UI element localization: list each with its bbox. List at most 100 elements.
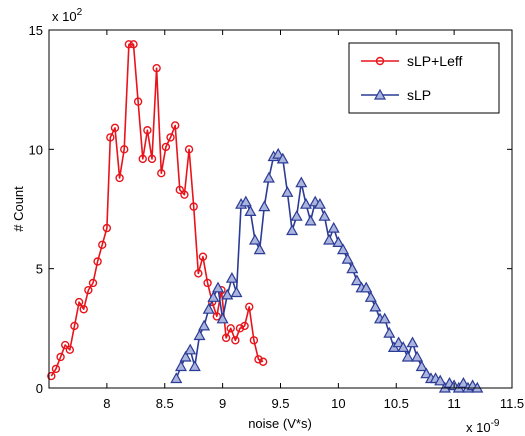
legend: sLP+Leff sLP xyxy=(348,42,500,114)
x-tick-label: 10 xyxy=(331,396,345,411)
y-tick-label: 15 xyxy=(29,23,43,38)
x-tick-label: 11 xyxy=(447,396,461,411)
data-point xyxy=(258,357,268,366)
x-scale-base: x 10 xyxy=(466,420,491,435)
data-point xyxy=(231,336,240,345)
y-scale-exponent: 2 xyxy=(77,7,83,18)
legend-box xyxy=(348,42,500,114)
data-point xyxy=(392,336,405,348)
data-point xyxy=(157,168,166,178)
series-sLP xyxy=(170,147,484,393)
data-point xyxy=(420,367,433,379)
data-point xyxy=(254,355,263,364)
data-point xyxy=(147,154,157,164)
data-point xyxy=(106,133,115,142)
y-scale-label: x 102 xyxy=(52,7,83,24)
data-point xyxy=(124,40,134,49)
data-point xyxy=(216,312,229,324)
data-point xyxy=(313,197,326,209)
legend-marker-sLP-Leff xyxy=(375,56,385,66)
x-tick-label: 9.5 xyxy=(271,396,289,411)
data-point xyxy=(70,321,79,331)
data-point xyxy=(202,302,215,314)
data-point xyxy=(397,341,410,352)
data-point xyxy=(262,171,275,183)
x-tick-label: 9 xyxy=(219,396,226,411)
data-point xyxy=(184,145,194,154)
data-point xyxy=(179,350,192,362)
data-point xyxy=(51,364,61,374)
data-point xyxy=(203,278,212,288)
data-point xyxy=(102,223,112,233)
data-point xyxy=(198,319,211,331)
data-point xyxy=(84,285,93,295)
data-point xyxy=(364,291,377,302)
data-point xyxy=(170,372,183,384)
data-point xyxy=(253,243,266,255)
data-point xyxy=(120,145,129,154)
data-point xyxy=(336,243,350,255)
data-point xyxy=(198,252,208,261)
data-point xyxy=(304,214,317,226)
y-axis-label: # Count xyxy=(11,186,26,232)
y-tick-label: 0 xyxy=(36,381,43,396)
x-scale-exponent: -9 xyxy=(491,418,500,429)
y-tick-label: 10 xyxy=(29,142,43,157)
data-point xyxy=(415,360,428,372)
data-point xyxy=(378,312,391,324)
data-point xyxy=(350,274,363,286)
data-point xyxy=(295,176,308,188)
data-point xyxy=(93,257,102,266)
x-tick-label: 11.5 xyxy=(500,396,524,411)
data-point xyxy=(175,185,184,195)
data-point xyxy=(115,173,124,183)
x-tick-label: 10.5 xyxy=(384,396,409,411)
data-point xyxy=(249,336,259,345)
data-point xyxy=(170,121,180,130)
data-point xyxy=(360,281,373,293)
data-point xyxy=(332,236,345,247)
data-point xyxy=(299,197,313,209)
data-point xyxy=(239,195,252,207)
data-point xyxy=(188,360,201,372)
data-point xyxy=(133,97,143,106)
data-point xyxy=(230,286,243,298)
data-point xyxy=(152,63,161,73)
series-layer xyxy=(47,40,484,393)
data-point xyxy=(346,262,359,274)
data-point xyxy=(193,329,206,341)
ticks-layer: 8 8.5 9 9.5 10 10.5 11 11.5 0 5 10 15 xyxy=(29,23,525,411)
data-point xyxy=(286,224,299,236)
data-point xyxy=(143,126,152,135)
data-point xyxy=(245,302,254,312)
data-point xyxy=(272,147,285,159)
data-point xyxy=(194,269,203,278)
data-point xyxy=(327,221,340,233)
data-point xyxy=(406,336,419,348)
data-point xyxy=(174,360,188,372)
data-point xyxy=(221,333,231,343)
data-point xyxy=(225,271,238,283)
x-tick-label: 8 xyxy=(103,396,110,411)
data-point xyxy=(129,40,138,49)
data-point xyxy=(79,305,88,314)
x-tick-label: 8.5 xyxy=(156,396,174,411)
data-point xyxy=(323,233,336,245)
x-scale-label: x 10-9 xyxy=(466,418,500,435)
data-point xyxy=(401,350,414,362)
data-point xyxy=(161,142,171,152)
x-axis-label: noise (V*s) xyxy=(248,416,312,431)
data-point xyxy=(74,297,84,307)
data-point xyxy=(88,278,98,288)
data-point xyxy=(318,209,331,221)
data-point xyxy=(138,154,147,164)
data-point xyxy=(47,371,56,381)
data-point xyxy=(290,209,303,221)
data-point xyxy=(248,233,262,245)
data-point xyxy=(65,345,75,355)
data-point xyxy=(281,186,294,197)
data-point xyxy=(226,324,235,333)
data-point xyxy=(235,324,245,333)
data-point xyxy=(383,326,396,338)
